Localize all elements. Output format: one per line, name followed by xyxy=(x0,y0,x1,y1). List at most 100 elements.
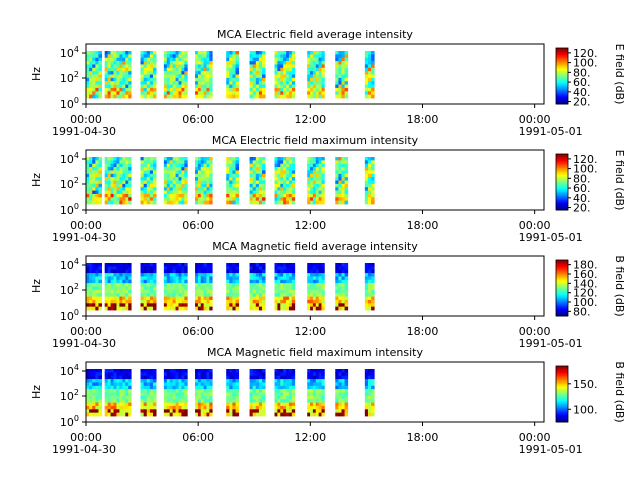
spectrogram-cell xyxy=(152,273,157,277)
spectrogram-cell xyxy=(283,299,287,304)
spectrogram-cell xyxy=(364,385,369,390)
spectrogram-cell xyxy=(344,67,349,72)
spectrogram-cell xyxy=(200,412,205,417)
spectrogram-cell xyxy=(110,180,114,185)
spectrogram-cell xyxy=(283,392,287,397)
spectrogram-cell xyxy=(113,180,117,185)
spectrogram-cell xyxy=(321,77,325,82)
spectrogram-cell xyxy=(152,306,157,311)
spectrogram-cell xyxy=(89,273,93,277)
spectrogram-cell xyxy=(206,57,210,62)
spectrogram-cell xyxy=(89,173,93,178)
spectrogram-cell xyxy=(163,54,168,59)
spectrogram-cell xyxy=(280,263,284,267)
spectrogram-cell xyxy=(255,74,260,79)
spectrogram-cell xyxy=(181,77,185,82)
spectrogram-cell xyxy=(163,405,168,410)
spectrogram-cell xyxy=(140,190,145,195)
spectrogram-cell xyxy=(95,279,99,284)
spectrogram-cell xyxy=(140,372,145,377)
spectrogram-cell xyxy=(364,177,369,181)
spectrogram-cell xyxy=(181,157,185,161)
spectrogram-cell xyxy=(283,379,287,383)
spectrogram-cell xyxy=(229,177,233,181)
spectrogram-cell xyxy=(172,61,176,65)
spectrogram-cell xyxy=(104,375,109,380)
spectrogram-cell xyxy=(163,167,168,171)
spectrogram-cell xyxy=(229,94,233,99)
spectrogram-cell xyxy=(122,167,126,171)
spectrogram-cell xyxy=(143,197,148,202)
spectrogram-cell xyxy=(235,187,240,191)
spectrogram-cell xyxy=(203,276,207,281)
spectrogram-cell xyxy=(195,273,199,277)
spectrogram-cell xyxy=(232,170,236,175)
spectrogram-cell xyxy=(172,57,176,62)
spectrogram-cell xyxy=(119,385,123,390)
spectrogram-cell xyxy=(149,84,154,89)
spectrogram-cell xyxy=(116,163,120,168)
spectrogram-cell xyxy=(95,67,99,72)
spectrogram-cell xyxy=(181,61,185,65)
spectrogram-cell xyxy=(178,61,182,65)
spectrogram-cell xyxy=(321,369,325,373)
spectrogram-cell xyxy=(95,94,99,99)
spectrogram-cell xyxy=(307,180,311,185)
spectrogram-cell xyxy=(203,180,207,185)
spectrogram-cell xyxy=(122,71,126,75)
spectrogram-cell xyxy=(95,293,99,297)
spectrogram-cell xyxy=(288,382,293,387)
spectrogram-cell xyxy=(149,87,154,92)
date-label-start: 1991-04-30 xyxy=(52,231,116,244)
spectrogram-cell xyxy=(258,57,263,62)
spectrogram-cell xyxy=(255,160,260,165)
spectrogram-cell xyxy=(195,409,199,414)
spectrogram-cell xyxy=(232,71,236,75)
spectrogram-cell xyxy=(344,54,349,59)
spectrogram-cell xyxy=(203,375,207,380)
spectrogram-cell xyxy=(206,372,210,377)
spectrogram-cell xyxy=(178,51,182,55)
spectrogram-cell xyxy=(149,279,154,284)
spectrogram-cell xyxy=(255,263,260,267)
spectrogram-cell xyxy=(175,263,179,267)
spectrogram-cell xyxy=(178,369,182,373)
spectrogram-cell xyxy=(310,289,314,294)
spectrogram-cell xyxy=(288,51,293,55)
spectrogram-cell xyxy=(98,379,102,383)
spectrogram-cell xyxy=(312,91,317,96)
spectrogram-cell xyxy=(258,412,263,417)
spectrogram-cell xyxy=(274,299,278,304)
spectrogram-cell xyxy=(371,263,375,267)
colorbar-step xyxy=(556,366,568,368)
spectrogram-cell xyxy=(116,177,120,181)
spectrogram-cell xyxy=(315,74,320,79)
spectrogram-cell xyxy=(344,64,349,69)
spectrogram-cell xyxy=(122,183,126,188)
colorbar-tick-label: 20. xyxy=(573,202,591,215)
spectrogram-cell xyxy=(149,283,154,287)
spectrogram-cell xyxy=(98,200,102,205)
spectrogram-cell xyxy=(128,286,132,291)
spectrogram-cell xyxy=(209,94,213,99)
spectrogram-cell xyxy=(229,409,233,414)
spectrogram-cell xyxy=(119,187,123,191)
spectrogram-cell xyxy=(232,269,236,274)
spectrogram-cell xyxy=(371,193,375,198)
spectrogram-cell xyxy=(163,402,168,407)
spectrogram-cell xyxy=(86,286,90,291)
spectrogram-cell xyxy=(274,197,278,202)
spectrogram-cell xyxy=(229,375,233,380)
colorbar-step xyxy=(556,420,568,423)
spectrogram-cell xyxy=(116,296,120,301)
spectrogram-cell xyxy=(288,392,293,397)
spectrogram-cell xyxy=(107,187,111,191)
spectrogram-cell xyxy=(152,283,157,287)
spectrogram-cell xyxy=(280,167,284,171)
spectrogram-cell xyxy=(371,296,375,301)
spectrogram-cell xyxy=(310,183,314,188)
spectrogram-cell xyxy=(143,67,148,72)
spectrogram-cell xyxy=(367,74,372,79)
spectrogram-cell xyxy=(283,94,287,99)
spectrogram-cell xyxy=(119,81,123,85)
